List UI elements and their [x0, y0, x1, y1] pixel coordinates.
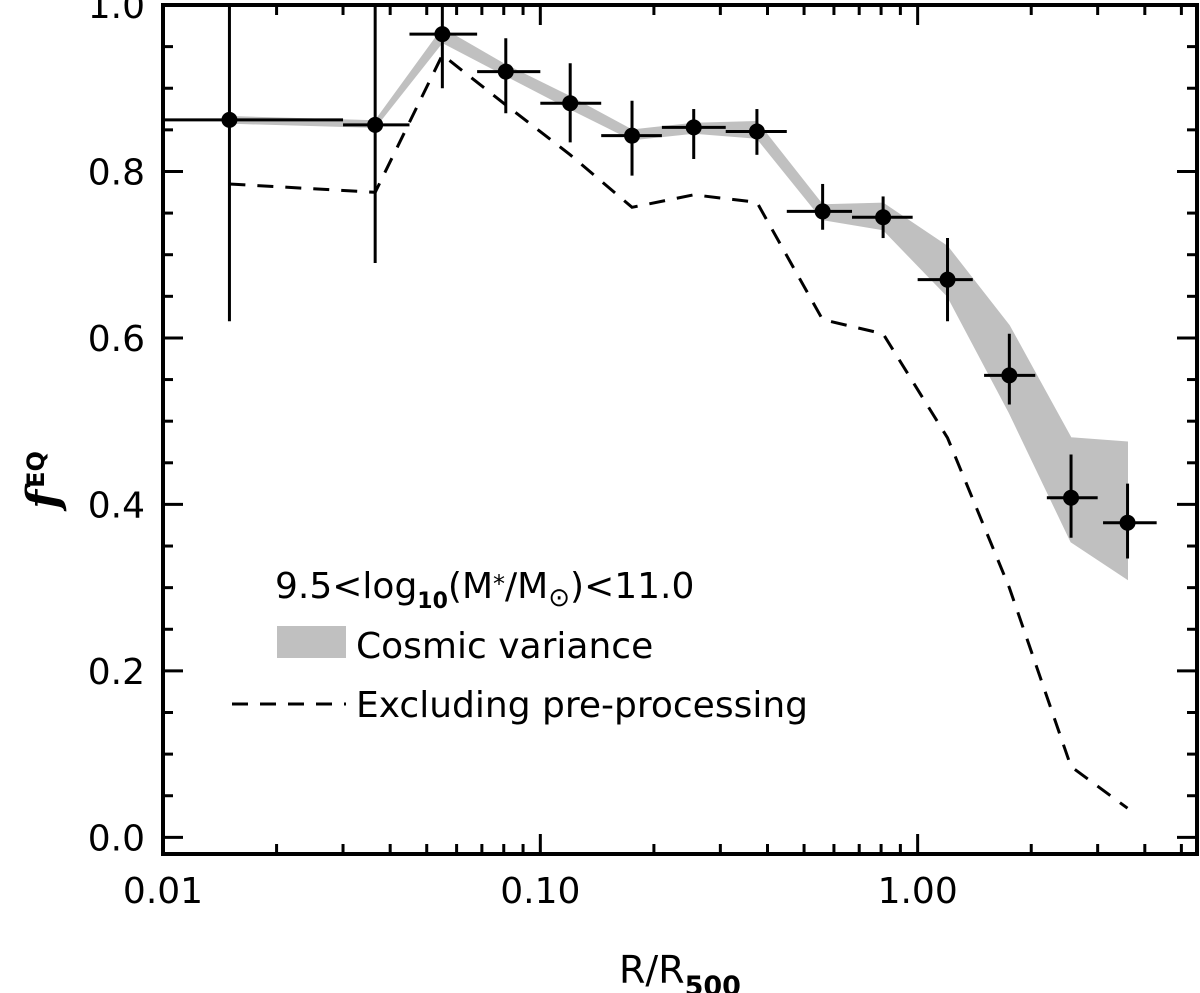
data-point-marker [367, 116, 384, 133]
data-point-marker [1063, 489, 1080, 506]
legend-band-swatch [277, 626, 346, 658]
data-point-marker [434, 26, 451, 43]
x-tick-label: 1.00 [878, 871, 958, 912]
y-tick-label: 0.0 [88, 818, 145, 859]
data-point-marker [1119, 514, 1136, 531]
data-point-5 [540, 63, 602, 143]
data-point-marker [814, 203, 831, 220]
x-tick-labels: 0.01 0.10 1.00 [123, 871, 958, 912]
axes [161, 3, 1199, 856]
data-point-8 [725, 109, 787, 155]
data-point-4 [477, 38, 541, 114]
plot-frame [161, 3, 1199, 856]
data-point-6 [601, 100, 662, 176]
svg-text:fEQ: fEQ [18, 451, 69, 512]
y-tick-label: 1.0 [88, 0, 145, 27]
data-point-3 [409, 5, 478, 89]
data-point-marker [562, 95, 579, 112]
cosmic-variance-band [228, 27, 1128, 581]
x-axis-title: R/R500 [619, 948, 741, 993]
data-point-12 [984, 333, 1036, 405]
pre-processing-line [229, 52, 1129, 810]
data-point-7 [661, 109, 726, 159]
data-point-marker [1001, 367, 1018, 384]
y-axis-title: fEQ [18, 451, 69, 512]
data-point-9 [786, 183, 853, 230]
y-tick-label: 0.2 [88, 652, 145, 693]
data-point-marker [685, 119, 702, 136]
data-point-14 [1103, 483, 1157, 559]
x-tick-label: 0.01 [123, 871, 203, 912]
y-tick-label: 0.8 [88, 152, 145, 193]
data-point-13 [1046, 454, 1098, 538]
legend-entry-pre-processing: Excluding pre-processing [356, 685, 808, 726]
y-tick-labels: 0.0 0.2 0.4 0.6 0.8 1.0 [88, 0, 145, 859]
x-tick-label: 0.10 [500, 871, 580, 912]
data-point-marker [497, 63, 514, 80]
data-point-marker [875, 209, 892, 226]
data-point-marker [748, 123, 765, 140]
legend-entry-cosmic-variance: Cosmic variance [356, 626, 653, 667]
data-point-marker [221, 111, 238, 128]
legend-title: 9.5<log10(M*/M⊙)<11.0 [275, 566, 694, 614]
pre-processing-layer [229, 52, 1129, 810]
data-point-marker [939, 271, 956, 288]
data-points-layer [163, 5, 1157, 559]
cosmic-variance-layer [228, 27, 1128, 581]
data-point-10 [852, 196, 913, 239]
y-tick-label: 0.4 [88, 485, 145, 526]
data-point-11 [917, 238, 973, 322]
legend: 9.5<log10(M*/M⊙)<11.0 Cosmic variance Ex… [232, 566, 808, 726]
y-tick-label: 0.6 [88, 319, 145, 360]
data-point-1 [163, 5, 344, 322]
data-point-marker [624, 127, 641, 144]
data-point-2 [343, 5, 410, 264]
